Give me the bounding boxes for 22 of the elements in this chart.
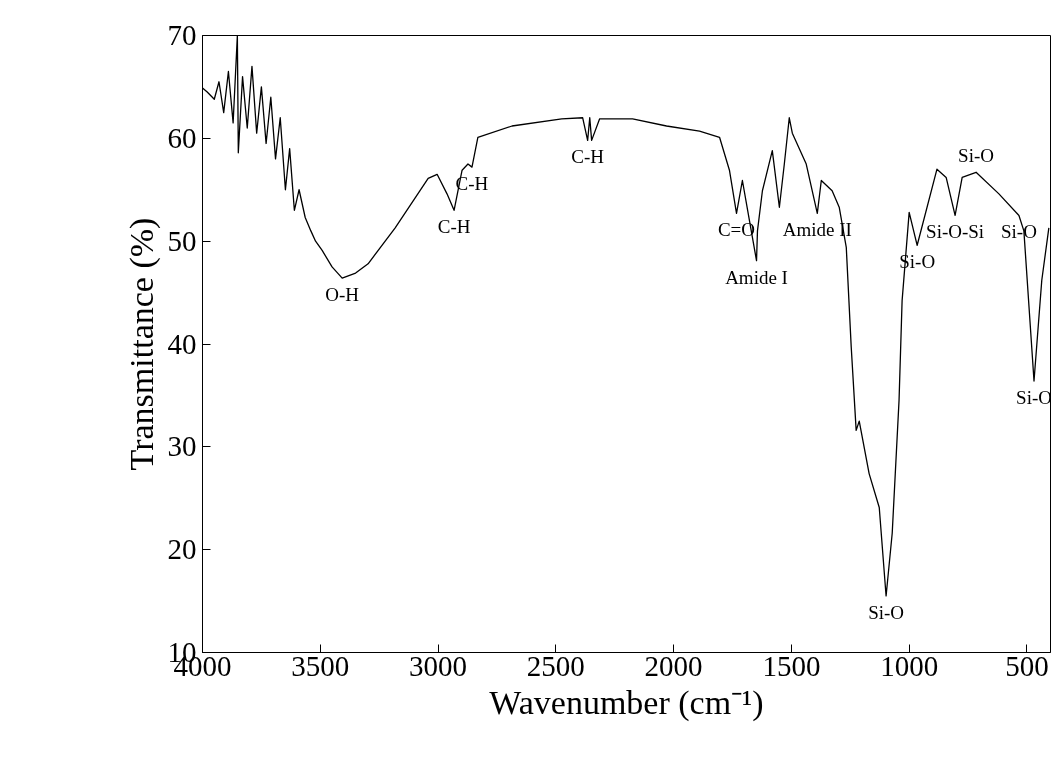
y-tick-label: 70 xyxy=(167,19,197,51)
x-axis-title: Wavenumber (cm⁻¹) xyxy=(489,683,764,722)
annotation: Si-O-Si xyxy=(926,221,985,243)
y-tick-label: 20 xyxy=(167,533,197,566)
annotation: Si-O xyxy=(958,145,995,167)
x-tick-label: 3500 xyxy=(291,649,350,682)
x-tick-label: 1000 xyxy=(880,649,939,682)
y-axis-title: Transmittance (%) xyxy=(122,217,161,471)
x-tick-label: 2000 xyxy=(644,649,703,682)
y-tick-label: 60 xyxy=(167,121,197,154)
annotation: C-H xyxy=(571,146,605,168)
x-tick-label: 500 xyxy=(1005,649,1049,682)
y-tick-label: 40 xyxy=(167,327,197,360)
annotation: C-H xyxy=(437,216,471,238)
y-tick-label: 30 xyxy=(167,430,197,463)
x-tick-label: 3000 xyxy=(409,649,468,682)
annotation: Si-O xyxy=(868,601,905,623)
y-tick-label: 50 xyxy=(167,224,197,257)
x-tick-label: 2500 xyxy=(526,649,585,682)
annotation: Amide I xyxy=(725,266,788,288)
x-tick-label: 1500 xyxy=(762,649,821,682)
annotation: O-H xyxy=(325,284,360,306)
